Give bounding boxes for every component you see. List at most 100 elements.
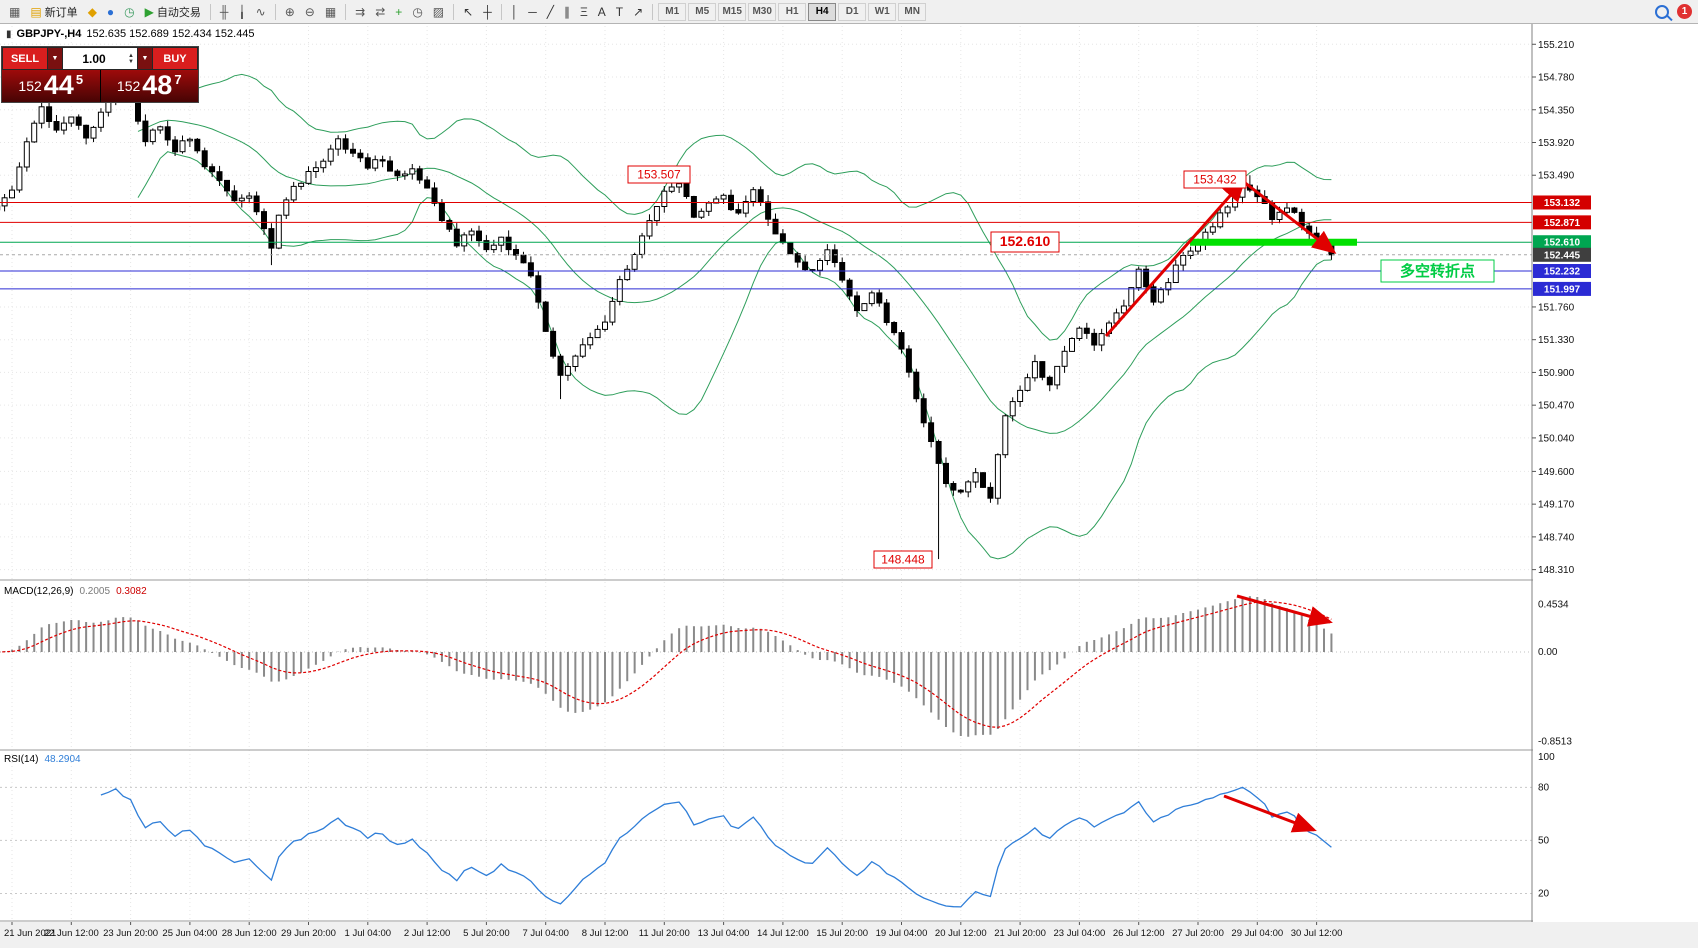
chart-area[interactable]: 153.507 152.610 153.432 148.448 多空转折点 155.210… (0, 24, 1698, 948)
timeframe-h4-button[interactable]: H4 (808, 2, 837, 21)
candle-body (416, 168, 423, 181)
auto-scroll-icon[interactable]: ⇉ (351, 2, 369, 22)
auto-trading-button[interactable]: ▶ 自动交易 (141, 2, 205, 22)
sell-button[interactable]: SELL (3, 48, 47, 69)
price-chart-canvas[interactable]: 153.507 152.610 153.432 148.448 多空转折点 155.210… (0, 24, 1698, 948)
price-tick-label: 149.170 (1538, 500, 1575, 511)
timeframe-m15-button[interactable]: M15 (718, 2, 747, 21)
candle-body (246, 195, 253, 199)
cursor-icon[interactable]: ↖ (459, 2, 477, 22)
price-chip (1533, 235, 1591, 250)
favorites-icon[interactable]: ◆ (84, 2, 101, 22)
templates-icon[interactable]: ▨ (429, 2, 448, 22)
volume-input[interactable] (63, 50, 125, 67)
arrows-tool-icon[interactable]: ↗ (629, 2, 647, 22)
candle-body (31, 122, 38, 143)
trend-arrow[interactable] (1104, 177, 1246, 337)
time-label: 13 Jul 04:00 (698, 928, 750, 939)
trend-arrow[interactable] (1243, 180, 1337, 254)
buy-dropdown[interactable]: ▼ (138, 48, 152, 69)
price-annotation-box[interactable] (873, 550, 933, 569)
price-axis[interactable] (1533, 24, 1698, 922)
price-annotation-box[interactable] (627, 165, 691, 184)
candle-body (624, 268, 631, 281)
candle-body (261, 211, 267, 230)
horizontal-line-icon[interactable]: ─ (524, 2, 541, 22)
candle-body (1224, 206, 1231, 214)
text-icon[interactable]: A (594, 2, 610, 22)
timeframe-h1-button[interactable]: H1 (778, 2, 807, 21)
search-icon[interactable] (1655, 4, 1669, 19)
one-click-trading-panel: SELL ▼ ▲ ▼ ▼ BUY 152 44 5 (1, 46, 199, 103)
candlestick-chart-icon[interactable]: ╽ (234, 2, 249, 22)
candle-body (1054, 365, 1061, 386)
market-watch-icon[interactable]: ● (103, 2, 118, 22)
candle-body (1172, 264, 1179, 284)
sell-dropdown[interactable]: ▼ (48, 48, 62, 69)
price-annotation-box[interactable] (1183, 170, 1247, 189)
chart-shift-icon[interactable]: ⇄ (371, 2, 389, 22)
zoom-in-icon: ⊕ (284, 4, 295, 19)
time-label: 19 Jul 04:00 (876, 928, 928, 939)
candle-body (891, 322, 898, 334)
volume-down-button[interactable]: ▼ (128, 58, 134, 65)
price-chip-label: 151.997 (1544, 284, 1581, 295)
timeframe-m5-button[interactable]: M5 (688, 2, 717, 21)
timeframe-d1-button[interactable]: D1 (838, 2, 867, 21)
indicators-icon[interactable]: + (391, 2, 406, 22)
candle-body (809, 269, 816, 272)
candle-body (1069, 338, 1075, 352)
bar-chart-icon[interactable]: ╫ (216, 2, 233, 22)
macd-axis-label: 0.4534 (1538, 599, 1569, 610)
candle-body (1091, 332, 1098, 346)
refresh-icon[interactable]: ◷ (120, 2, 138, 22)
trend-arrow[interactable] (1223, 794, 1317, 833)
text-label-icon[interactable]: T (612, 2, 627, 22)
indicators-icon: + (395, 4, 403, 19)
price-tick-label: 150.470 (1538, 401, 1575, 412)
sell-price-display[interactable]: 152 44 5 (2, 70, 100, 102)
time-label: 21 Jun 2021 (4, 928, 56, 939)
timeframe-mn-button[interactable]: MN (898, 2, 927, 21)
candle-body (602, 321, 608, 330)
price-tick-label: 151.330 (1538, 335, 1575, 346)
buy-button[interactable]: BUY (153, 48, 197, 69)
volume-up-button[interactable]: ▲ (128, 52, 134, 59)
tile-windows-icon[interactable]: ▦ (321, 2, 340, 22)
candle-body (1187, 250, 1194, 257)
crosshair-icon[interactable]: ┼ (479, 2, 496, 22)
macd-axis-label: -0.8513 (1538, 736, 1572, 747)
candle-body (38, 106, 45, 124)
candle-body (550, 330, 557, 357)
candle-body (750, 189, 757, 202)
price-tick-label: 150.040 (1538, 433, 1575, 444)
trendline-icon[interactable]: ╱ (543, 2, 558, 22)
new-chart-icon[interactable]: ▦ (5, 2, 24, 22)
time-axis[interactable] (0, 922, 1698, 948)
candle-body (53, 121, 60, 131)
candle-body (1150, 286, 1157, 303)
fibonacci-icon[interactable]: Ξ (576, 2, 592, 22)
new-order-button[interactable]: ▤ 新订单 (26, 2, 81, 22)
timeframe-w1-button[interactable]: W1 (868, 2, 897, 21)
periods-icon[interactable]: ◷ (408, 2, 426, 22)
zoom-out-icon[interactable]: ⊖ (301, 2, 319, 22)
time-label: 14 Jul 12:00 (757, 928, 809, 939)
candle-body (350, 148, 356, 154)
note-text: 多空转折点 (1400, 262, 1475, 280)
price-annotation-box[interactable] (990, 231, 1060, 253)
candles (0, 79, 1335, 560)
time-label: 27 Jul 20:00 (1172, 928, 1224, 939)
vertical-line-icon[interactable]: │ (507, 2, 523, 22)
candle-body (194, 138, 201, 152)
note-box[interactable] (1380, 259, 1495, 283)
channel-icon[interactable]: ∥ (560, 2, 574, 22)
notification-badge[interactable]: 1 (1677, 4, 1692, 19)
zoom-in-icon[interactable]: ⊕ (281, 2, 299, 22)
line-chart-icon[interactable]: ∿ (252, 2, 270, 22)
candle-body (1098, 333, 1105, 346)
trend-arrow[interactable] (1236, 594, 1333, 627)
timeframe-m1-button[interactable]: M1 (658, 2, 687, 21)
timeframe-m30-button[interactable]: M30 (748, 2, 777, 21)
buy-price-display[interactable]: 152 48 7 (100, 70, 198, 102)
